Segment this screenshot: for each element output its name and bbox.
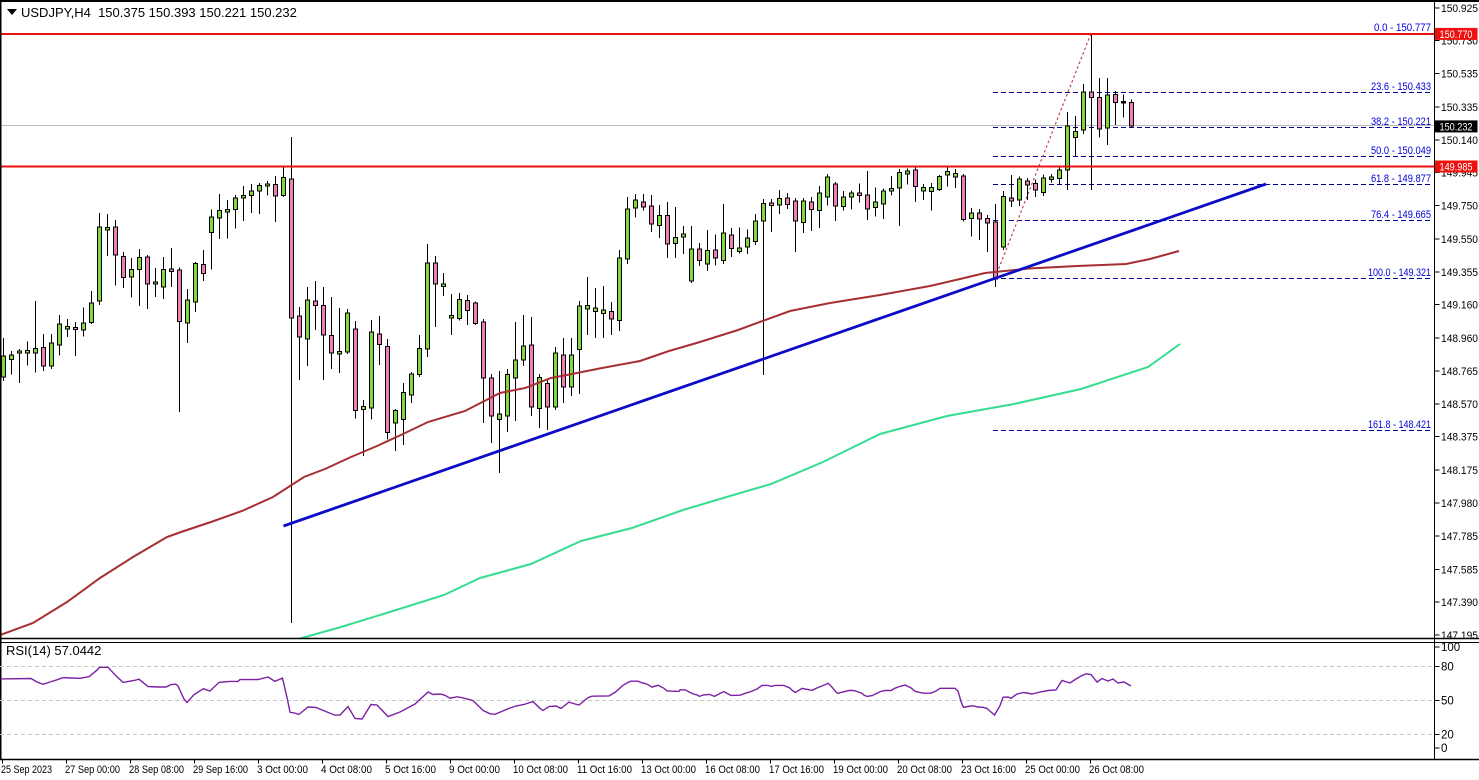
svg-text:80: 80 xyxy=(1441,662,1454,674)
svg-text:23 Oct 16:00: 23 Oct 16:00 xyxy=(961,764,1016,776)
svg-text:149.550: 149.550 xyxy=(1441,234,1478,246)
svg-text:USDJPY,H4 150.375 150.393 150: USDJPY,H4 150.375 150.393 150.221 150.23… xyxy=(21,5,297,20)
svg-text:149.750: 149.750 xyxy=(1441,200,1478,212)
svg-text:9 Oct 00:00: 9 Oct 00:00 xyxy=(449,764,500,776)
svg-text:149.355: 149.355 xyxy=(1441,267,1478,279)
svg-text:17 Oct 16:00: 17 Oct 16:00 xyxy=(769,764,824,776)
svg-text:25 Sep 2023: 25 Sep 2023 xyxy=(1,764,52,776)
svg-text:148.765: 148.765 xyxy=(1441,366,1478,378)
svg-text:150.925: 150.925 xyxy=(1441,3,1478,15)
svg-text:148.175: 148.175 xyxy=(1441,465,1478,477)
svg-text:50: 50 xyxy=(1441,696,1454,708)
svg-text:27 Sep 00:00: 27 Sep 00:00 xyxy=(65,764,120,776)
svg-text:150.232: 150.232 xyxy=(1440,121,1473,133)
svg-text:20: 20 xyxy=(1441,730,1454,742)
svg-text:76.4 - 149.665: 76.4 - 149.665 xyxy=(1371,209,1431,221)
svg-text:RSI(14) 57.0442: RSI(14) 57.0442 xyxy=(6,643,101,658)
svg-text:38.2 - 150.221: 38.2 - 150.221 xyxy=(1371,116,1431,128)
svg-text:19 Oct 00:00: 19 Oct 00:00 xyxy=(833,764,888,776)
svg-text:147.195: 147.195 xyxy=(1441,630,1478,642)
svg-text:150.535: 150.535 xyxy=(1441,68,1478,80)
svg-text:0.0 - 150.777: 0.0 - 150.777 xyxy=(1374,22,1431,34)
svg-text:100.0 - 149.321: 100.0 - 149.321 xyxy=(1368,267,1431,279)
svg-text:147.785: 147.785 xyxy=(1441,531,1478,543)
svg-text:20 Oct 08:00: 20 Oct 08:00 xyxy=(897,764,952,776)
svg-text:148.375: 148.375 xyxy=(1441,432,1478,444)
svg-text:16 Oct 08:00: 16 Oct 08:00 xyxy=(705,764,760,776)
svg-text:149.160: 149.160 xyxy=(1441,300,1478,312)
svg-text:150.140: 150.140 xyxy=(1441,135,1478,147)
svg-text:149.985: 149.985 xyxy=(1440,162,1473,174)
svg-text:147.980: 147.980 xyxy=(1441,498,1478,510)
svg-text:148.960: 148.960 xyxy=(1441,333,1478,345)
svg-text:100: 100 xyxy=(1441,642,1460,654)
svg-text:147.585: 147.585 xyxy=(1441,564,1478,576)
svg-text:11 Oct 16:00: 11 Oct 16:00 xyxy=(577,764,632,776)
svg-text:150.335: 150.335 xyxy=(1441,102,1478,114)
svg-text:13 Oct 00:00: 13 Oct 00:00 xyxy=(641,764,696,776)
svg-text:147.390: 147.390 xyxy=(1441,597,1478,609)
svg-text:23.6 - 150.433: 23.6 - 150.433 xyxy=(1371,81,1431,93)
svg-text:3 Oct 00:00: 3 Oct 00:00 xyxy=(257,764,308,776)
svg-text:161.8 - 148.421: 161.8 - 148.421 xyxy=(1368,419,1431,431)
svg-text:10 Oct 08:00: 10 Oct 08:00 xyxy=(513,764,568,776)
svg-text:28 Sep 08:00: 28 Sep 08:00 xyxy=(129,764,184,776)
svg-text:5 Oct 16:00: 5 Oct 16:00 xyxy=(385,764,436,776)
svg-text:0: 0 xyxy=(1441,743,1447,755)
svg-text:148.570: 148.570 xyxy=(1441,399,1478,411)
svg-text:26 Oct 08:00: 26 Oct 08:00 xyxy=(1089,764,1144,776)
svg-text:50.0 - 150.049: 50.0 - 150.049 xyxy=(1371,145,1431,157)
svg-text:29 Sep 16:00: 29 Sep 16:00 xyxy=(193,764,248,776)
svg-text:25 Oct 00:00: 25 Oct 00:00 xyxy=(1025,764,1080,776)
svg-text:61.8 - 149.877: 61.8 - 149.877 xyxy=(1371,173,1431,185)
svg-text:4 Oct 08:00: 4 Oct 08:00 xyxy=(321,764,372,776)
svg-text:150.770: 150.770 xyxy=(1440,29,1473,41)
